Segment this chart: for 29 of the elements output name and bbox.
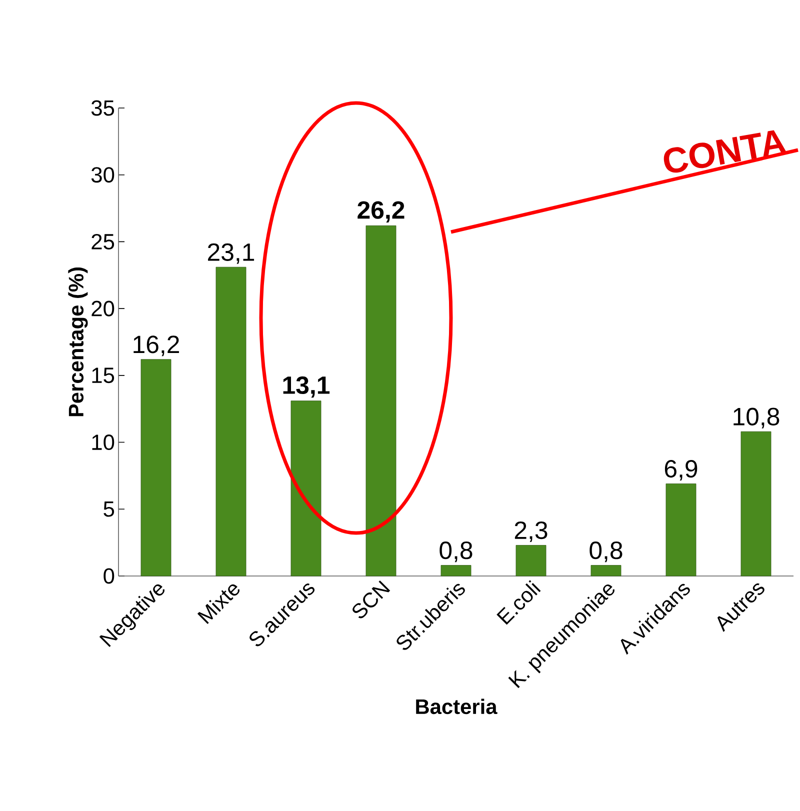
y-tick-label: 35 [91,100,114,116]
bar [666,484,696,576]
bar [216,266,246,576]
data-label: 2,3 [514,521,548,542]
bar [290,400,322,576]
bar [366,225,396,576]
y-tick-label: 5 [104,501,114,517]
y-tick-label: 15 [92,368,114,384]
y-tick-label: 25 [92,234,114,250]
data-label: 0,8 [590,542,622,562]
data-label: 23,1 [208,243,254,264]
y-axis-title: Percentage (%) [68,268,88,416]
x-axis-title: Bacteria [416,698,498,714]
data-label: 6,9 [664,460,698,481]
bar [590,565,622,576]
annotation: CONTA [664,130,787,173]
data-label: 26,2 [358,201,404,222]
bar [516,545,546,576]
data-label: 0,8 [440,542,472,562]
bar [740,431,772,576]
y-tick-label: 20 [92,300,114,316]
data-label: 10,8 [734,408,780,428]
y-tick-label: 0 [104,568,114,584]
data-label: 16,2 [134,336,179,356]
bar [440,565,472,576]
data-label: 13,1 [283,376,330,398]
y-tick-label: 10 [92,434,114,450]
bar [140,359,172,576]
y-tick-label: 30 [91,167,114,183]
